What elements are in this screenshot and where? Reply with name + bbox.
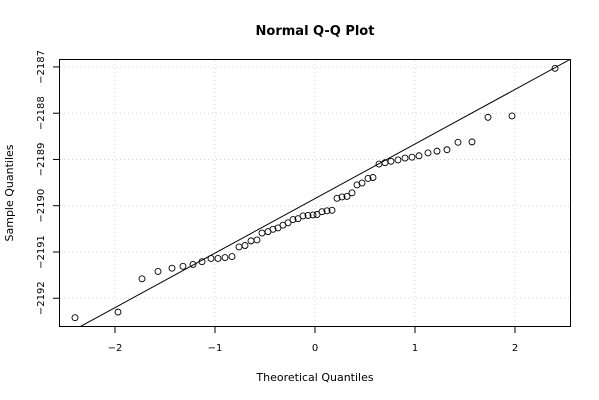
qq-reference-line xyxy=(80,60,570,326)
data-point xyxy=(154,267,162,275)
grid-lines xyxy=(60,60,570,326)
data-point xyxy=(333,194,341,202)
data-point xyxy=(415,152,423,160)
y-tick-label: −2191 xyxy=(36,235,47,269)
data-point xyxy=(348,189,356,197)
x-tick-label: −1 xyxy=(208,343,223,354)
data-point xyxy=(284,219,292,227)
data-point xyxy=(304,211,312,219)
data-point xyxy=(394,156,402,164)
x-tick-label: 2 xyxy=(512,343,518,354)
data-point xyxy=(71,314,79,322)
x-tick-label: −2 xyxy=(108,343,123,354)
y-axis: −2192 −2191 −2190 −2189 −2188 −2187 xyxy=(36,50,60,315)
data-point xyxy=(228,253,236,261)
data-point xyxy=(241,242,249,249)
data-point xyxy=(424,149,432,157)
data-point xyxy=(454,138,462,146)
data-point xyxy=(179,262,187,270)
data-point xyxy=(408,153,416,161)
data-point xyxy=(551,64,559,72)
data-point xyxy=(207,255,215,262)
data-point xyxy=(168,264,176,272)
data-point xyxy=(318,208,326,216)
x-axis-label: Theoretical Quantiles xyxy=(255,371,373,384)
data-point xyxy=(138,275,146,283)
data-point xyxy=(114,308,122,316)
y-tick-label: −2190 xyxy=(36,189,47,223)
data-point xyxy=(508,112,516,120)
data-point xyxy=(299,212,307,220)
data-point xyxy=(253,236,261,244)
data-point xyxy=(289,216,297,224)
data-point xyxy=(484,113,492,121)
data-point xyxy=(387,157,395,165)
y-tick-label: −2192 xyxy=(36,281,47,315)
y-tick-label: −2188 xyxy=(36,96,47,130)
data-point xyxy=(198,258,206,266)
y-axis-label: Sample Quantiles xyxy=(3,144,16,241)
data-point xyxy=(309,211,317,219)
data-point xyxy=(328,206,336,214)
data-point xyxy=(401,154,409,162)
data-points xyxy=(71,64,559,322)
data-point xyxy=(468,138,476,146)
data-point xyxy=(433,147,441,155)
x-tick-label: 1 xyxy=(412,343,418,354)
data-point xyxy=(189,261,197,268)
y-tick-label: −2187 xyxy=(36,50,47,84)
data-point xyxy=(364,174,372,182)
data-point xyxy=(323,207,331,215)
chart-title: Normal Q-Q Plot xyxy=(256,24,375,39)
y-tick-label: −2189 xyxy=(36,143,47,177)
x-tick-label: 0 xyxy=(312,343,318,354)
data-point xyxy=(369,174,377,181)
data-point xyxy=(269,225,277,233)
data-point xyxy=(338,193,346,201)
data-point xyxy=(443,146,451,154)
data-point xyxy=(221,254,229,261)
data-point xyxy=(214,255,222,262)
x-axis: −2 −1 0 1 2 xyxy=(108,326,518,354)
data-point xyxy=(343,193,351,200)
data-point xyxy=(358,179,366,187)
